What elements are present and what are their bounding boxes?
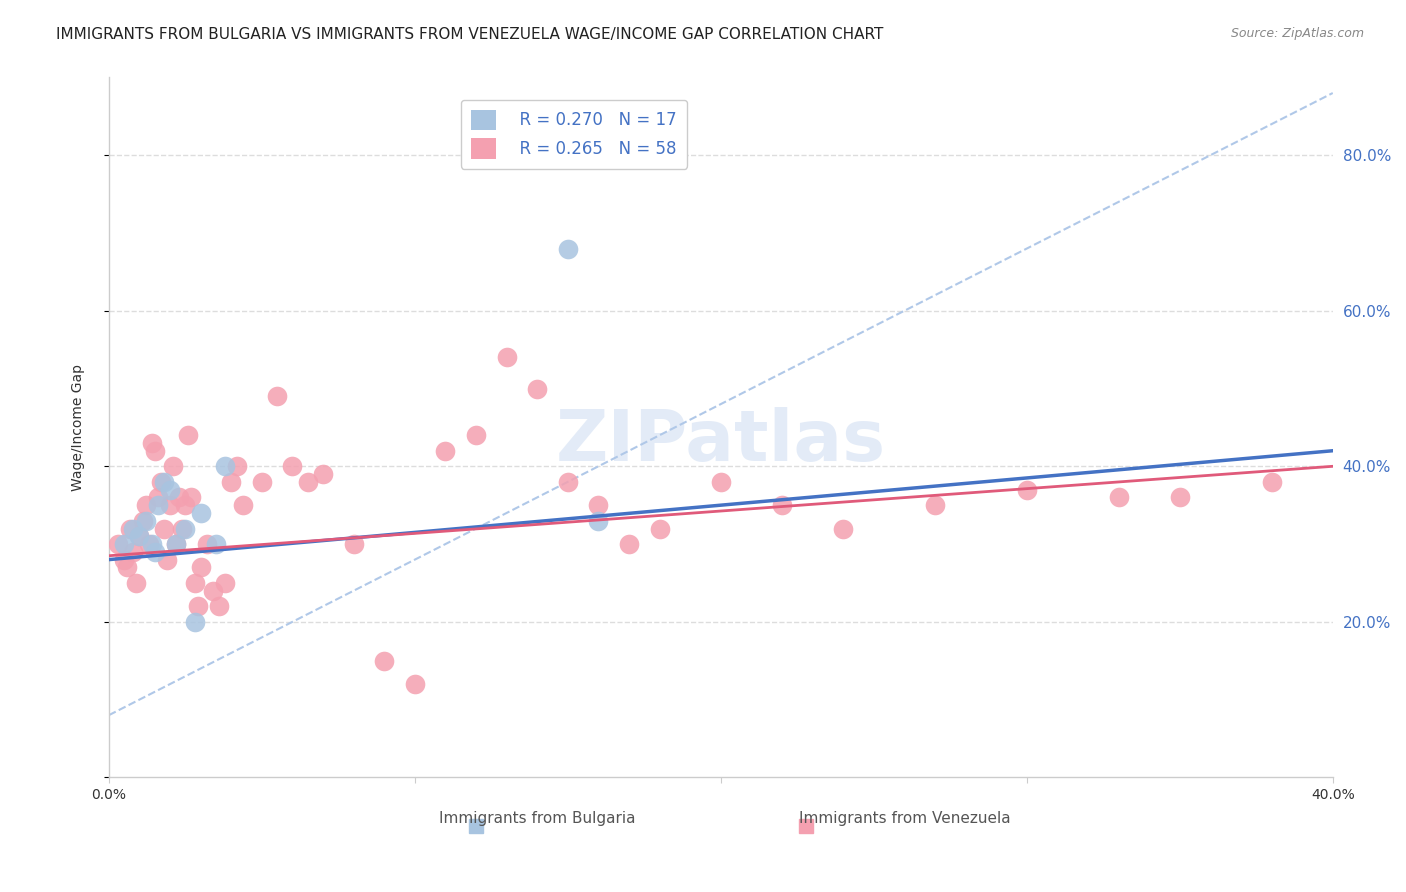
Point (122, 522, 145, 536)
Point (153, 475, 176, 489)
Point (141, 436, 163, 450)
Point (143, 545, 166, 559)
Point (138, 537, 160, 551)
Point (112, 537, 135, 551)
Point (120, 522, 142, 536)
Point (183, 615, 205, 629)
Point (183, 576, 205, 591)
Point (153, 522, 176, 536)
Point (201, 583, 224, 598)
Point (159, 498, 181, 512)
Point (232, 498, 254, 512)
Point (115, 560, 138, 574)
Point (165, 537, 187, 551)
Point (159, 483, 181, 497)
Point (526, 382, 548, 396)
Point (187, 599, 209, 614)
Point (177, 428, 200, 442)
Text: IMMIGRANTS FROM BULGARIA VS IMMIGRANTS FROM VENEZUELA WAGE/INCOME GAP CORRELATIO: IMMIGRANTS FROM BULGARIA VS IMMIGRANTS F… (56, 27, 883, 42)
Point (146, 498, 169, 512)
Y-axis label: Wage/Income Gap: Wage/Income Gap (72, 364, 86, 491)
Point (146, 491, 169, 505)
Point (172, 522, 194, 536)
Point (617, 537, 640, 551)
Point (180, 491, 202, 505)
Point (219, 475, 242, 489)
Point (404, 677, 426, 691)
Point (770, 498, 793, 512)
Point (557, 242, 579, 256)
Point (214, 459, 236, 474)
Point (131, 514, 153, 528)
Point (190, 506, 212, 520)
Point (226, 459, 249, 474)
Point (832, 522, 855, 536)
Point (128, 529, 150, 543)
Point (167, 491, 190, 505)
Point (190, 560, 212, 574)
Point (135, 498, 157, 512)
Point (149, 475, 172, 489)
Point (588, 498, 610, 512)
Point (495, 351, 517, 365)
Point (162, 459, 184, 474)
Point (107, 537, 129, 551)
Point (250, 475, 273, 489)
Text: Immigrants from Venezuela: Immigrants from Venezuela (799, 812, 1011, 826)
Point (434, 443, 457, 458)
Point (208, 599, 231, 614)
Point (174, 498, 197, 512)
Point (174, 522, 197, 536)
Text: ZIPatlas: ZIPatlas (555, 407, 886, 476)
Point (312, 467, 335, 481)
Point (1260, 475, 1282, 489)
Point (141, 537, 163, 551)
Point (588, 514, 610, 528)
Point (1168, 491, 1191, 505)
Point (112, 552, 135, 566)
Text: Source: ZipAtlas.com: Source: ZipAtlas.com (1230, 27, 1364, 40)
Point (205, 537, 228, 551)
Point (373, 654, 395, 668)
Point (281, 459, 304, 474)
Point (266, 389, 288, 403)
Point (648, 522, 671, 536)
Point (297, 475, 319, 489)
Point (1108, 491, 1130, 505)
Legend:   R = 0.270   N = 17,   R = 0.265   N = 58: R = 0.270 N = 17, R = 0.265 N = 58 (461, 100, 688, 169)
Point (195, 537, 218, 551)
Point (465, 428, 488, 442)
Point (125, 576, 148, 591)
Point (135, 514, 157, 528)
Point (143, 443, 166, 458)
Point (214, 576, 236, 591)
Text: Immigrants from Bulgaria: Immigrants from Bulgaria (439, 812, 636, 826)
Point (924, 498, 946, 512)
Point (1015, 483, 1038, 497)
Point (710, 475, 733, 489)
Point (122, 545, 145, 559)
Point (128, 529, 150, 543)
Point (557, 475, 579, 489)
Point (165, 537, 187, 551)
Point (156, 552, 179, 566)
Point (343, 537, 366, 551)
